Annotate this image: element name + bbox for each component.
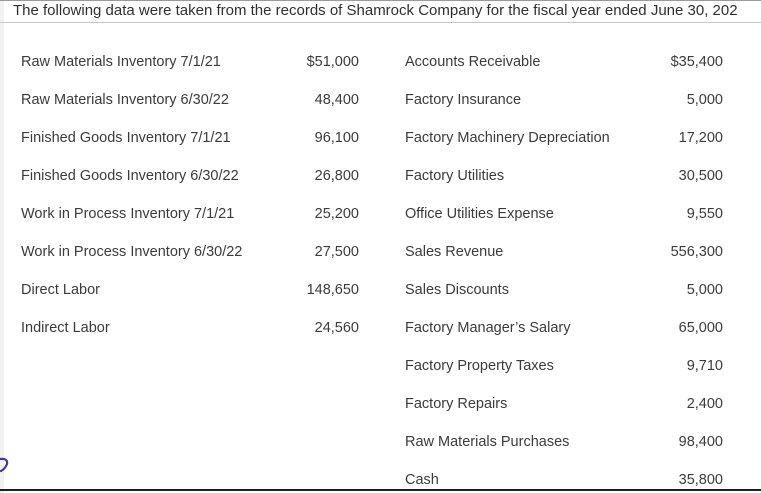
top-border	[0, 0, 761, 1]
left-row-amount: 26,800	[314, 168, 359, 184]
left-row-amount: $51,000	[306, 54, 359, 70]
right-row-amount: 2,400	[686, 396, 723, 412]
right-row-amount: 30,500	[678, 168, 723, 184]
page-edge	[0, 0, 4, 493]
right-row-amount: 65,000	[678, 320, 723, 336]
left-row-amount: 27,500	[314, 244, 359, 260]
right-row-label: Factory Repairs	[405, 396, 508, 412]
right-row-amount: 98,400	[678, 434, 723, 450]
right-row-amount: 5,000	[686, 282, 723, 298]
right-row-label: Sales Discounts	[405, 282, 509, 298]
right-row-label: Factory Manager’s Salary	[405, 320, 571, 336]
left-row-label: Raw Materials Inventory 6/30/22	[21, 92, 229, 108]
left-row-amount: 24,560	[314, 320, 359, 336]
right-row-amount: 5,000	[686, 92, 723, 108]
right-row-label: Factory Property Taxes	[405, 358, 554, 374]
right-row-label: Raw Materials Purchases	[405, 434, 570, 450]
left-row-label: Finished Goods Inventory 7/1/21	[21, 130, 231, 146]
right-row-amount: 17,200	[678, 130, 723, 146]
right-row-label: Cash	[405, 472, 439, 488]
curved-arrow-icon	[0, 457, 9, 473]
left-row-label: Raw Materials Inventory 7/1/21	[21, 54, 221, 70]
left-row-amount: 25,200	[314, 206, 359, 222]
left-row-label: Finished Goods Inventory 6/30/22	[21, 168, 239, 184]
left-row-label: Direct Labor	[21, 282, 100, 298]
right-row-amount: $35,400	[670, 54, 723, 70]
right-row-label: Sales Revenue	[405, 244, 504, 260]
left-row-label: Work in Process Inventory 6/30/22	[21, 244, 243, 260]
header-divider	[0, 22, 761, 23]
left-row-label: Work in Process Inventory 7/1/21	[21, 206, 235, 222]
bottom-border	[0, 489, 761, 491]
left-row-amount: 96,100	[314, 130, 359, 146]
right-row-amount: 556,300	[670, 244, 723, 260]
right-row-label: Accounts Receivable	[405, 54, 541, 70]
right-row-label: Factory Insurance	[405, 92, 522, 108]
right-row-label: Factory Utilities	[405, 168, 505, 184]
right-row-label: Office Utilities Expense	[405, 206, 554, 222]
right-row-amount: 9,550	[686, 206, 723, 222]
left-row-label: Indirect Labor	[21, 320, 110, 336]
left-row-amount: 148,650	[306, 282, 359, 298]
left-row-amount: 48,400	[314, 92, 359, 108]
intro-text: The following data were taken from the r…	[13, 2, 738, 19]
right-row-label: Factory Machinery Depreciation	[405, 130, 610, 146]
right-row-amount: 35,800	[678, 472, 723, 488]
right-row-amount: 9,710	[686, 358, 723, 374]
